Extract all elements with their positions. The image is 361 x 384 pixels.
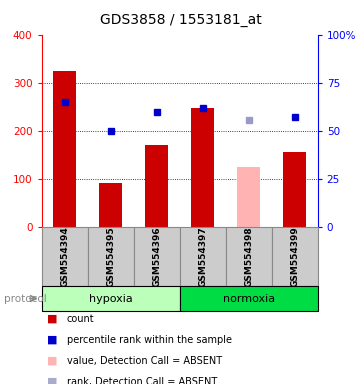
Bar [191,108,214,227]
Text: GSM554397: GSM554397 [198,226,207,287]
Text: GDS3858 / 1553181_at: GDS3858 / 1553181_at [100,13,261,27]
Text: ■: ■ [47,314,57,324]
Text: ■: ■ [47,356,57,366]
Text: hypoxia: hypoxia [89,293,132,304]
Bar [53,71,76,227]
Text: GSM554395: GSM554395 [106,226,115,286]
Text: count: count [67,314,95,324]
Text: percentile rank within the sample: percentile rank within the sample [67,335,232,345]
Text: GSM554398: GSM554398 [244,226,253,286]
Text: GSM554396: GSM554396 [152,226,161,286]
Text: GSM554399: GSM554399 [290,226,299,287]
Text: GSM554394: GSM554394 [60,226,69,287]
Text: rank, Detection Call = ABSENT: rank, Detection Call = ABSENT [67,377,217,384]
Bar [272,227,318,286]
Bar [88,227,134,286]
Bar [226,227,272,286]
Bar [99,184,122,227]
Bar [283,152,306,227]
Text: protocol: protocol [4,293,46,304]
Text: normoxia: normoxia [223,293,275,304]
Text: ■: ■ [47,335,57,345]
Bar [180,227,226,286]
Bar [180,286,318,311]
Bar [145,145,168,227]
Bar [134,227,180,286]
Text: value, Detection Call = ABSENT: value, Detection Call = ABSENT [67,356,222,366]
Bar [237,167,260,227]
Bar [42,227,88,286]
Bar [42,286,180,311]
Text: ■: ■ [47,377,57,384]
